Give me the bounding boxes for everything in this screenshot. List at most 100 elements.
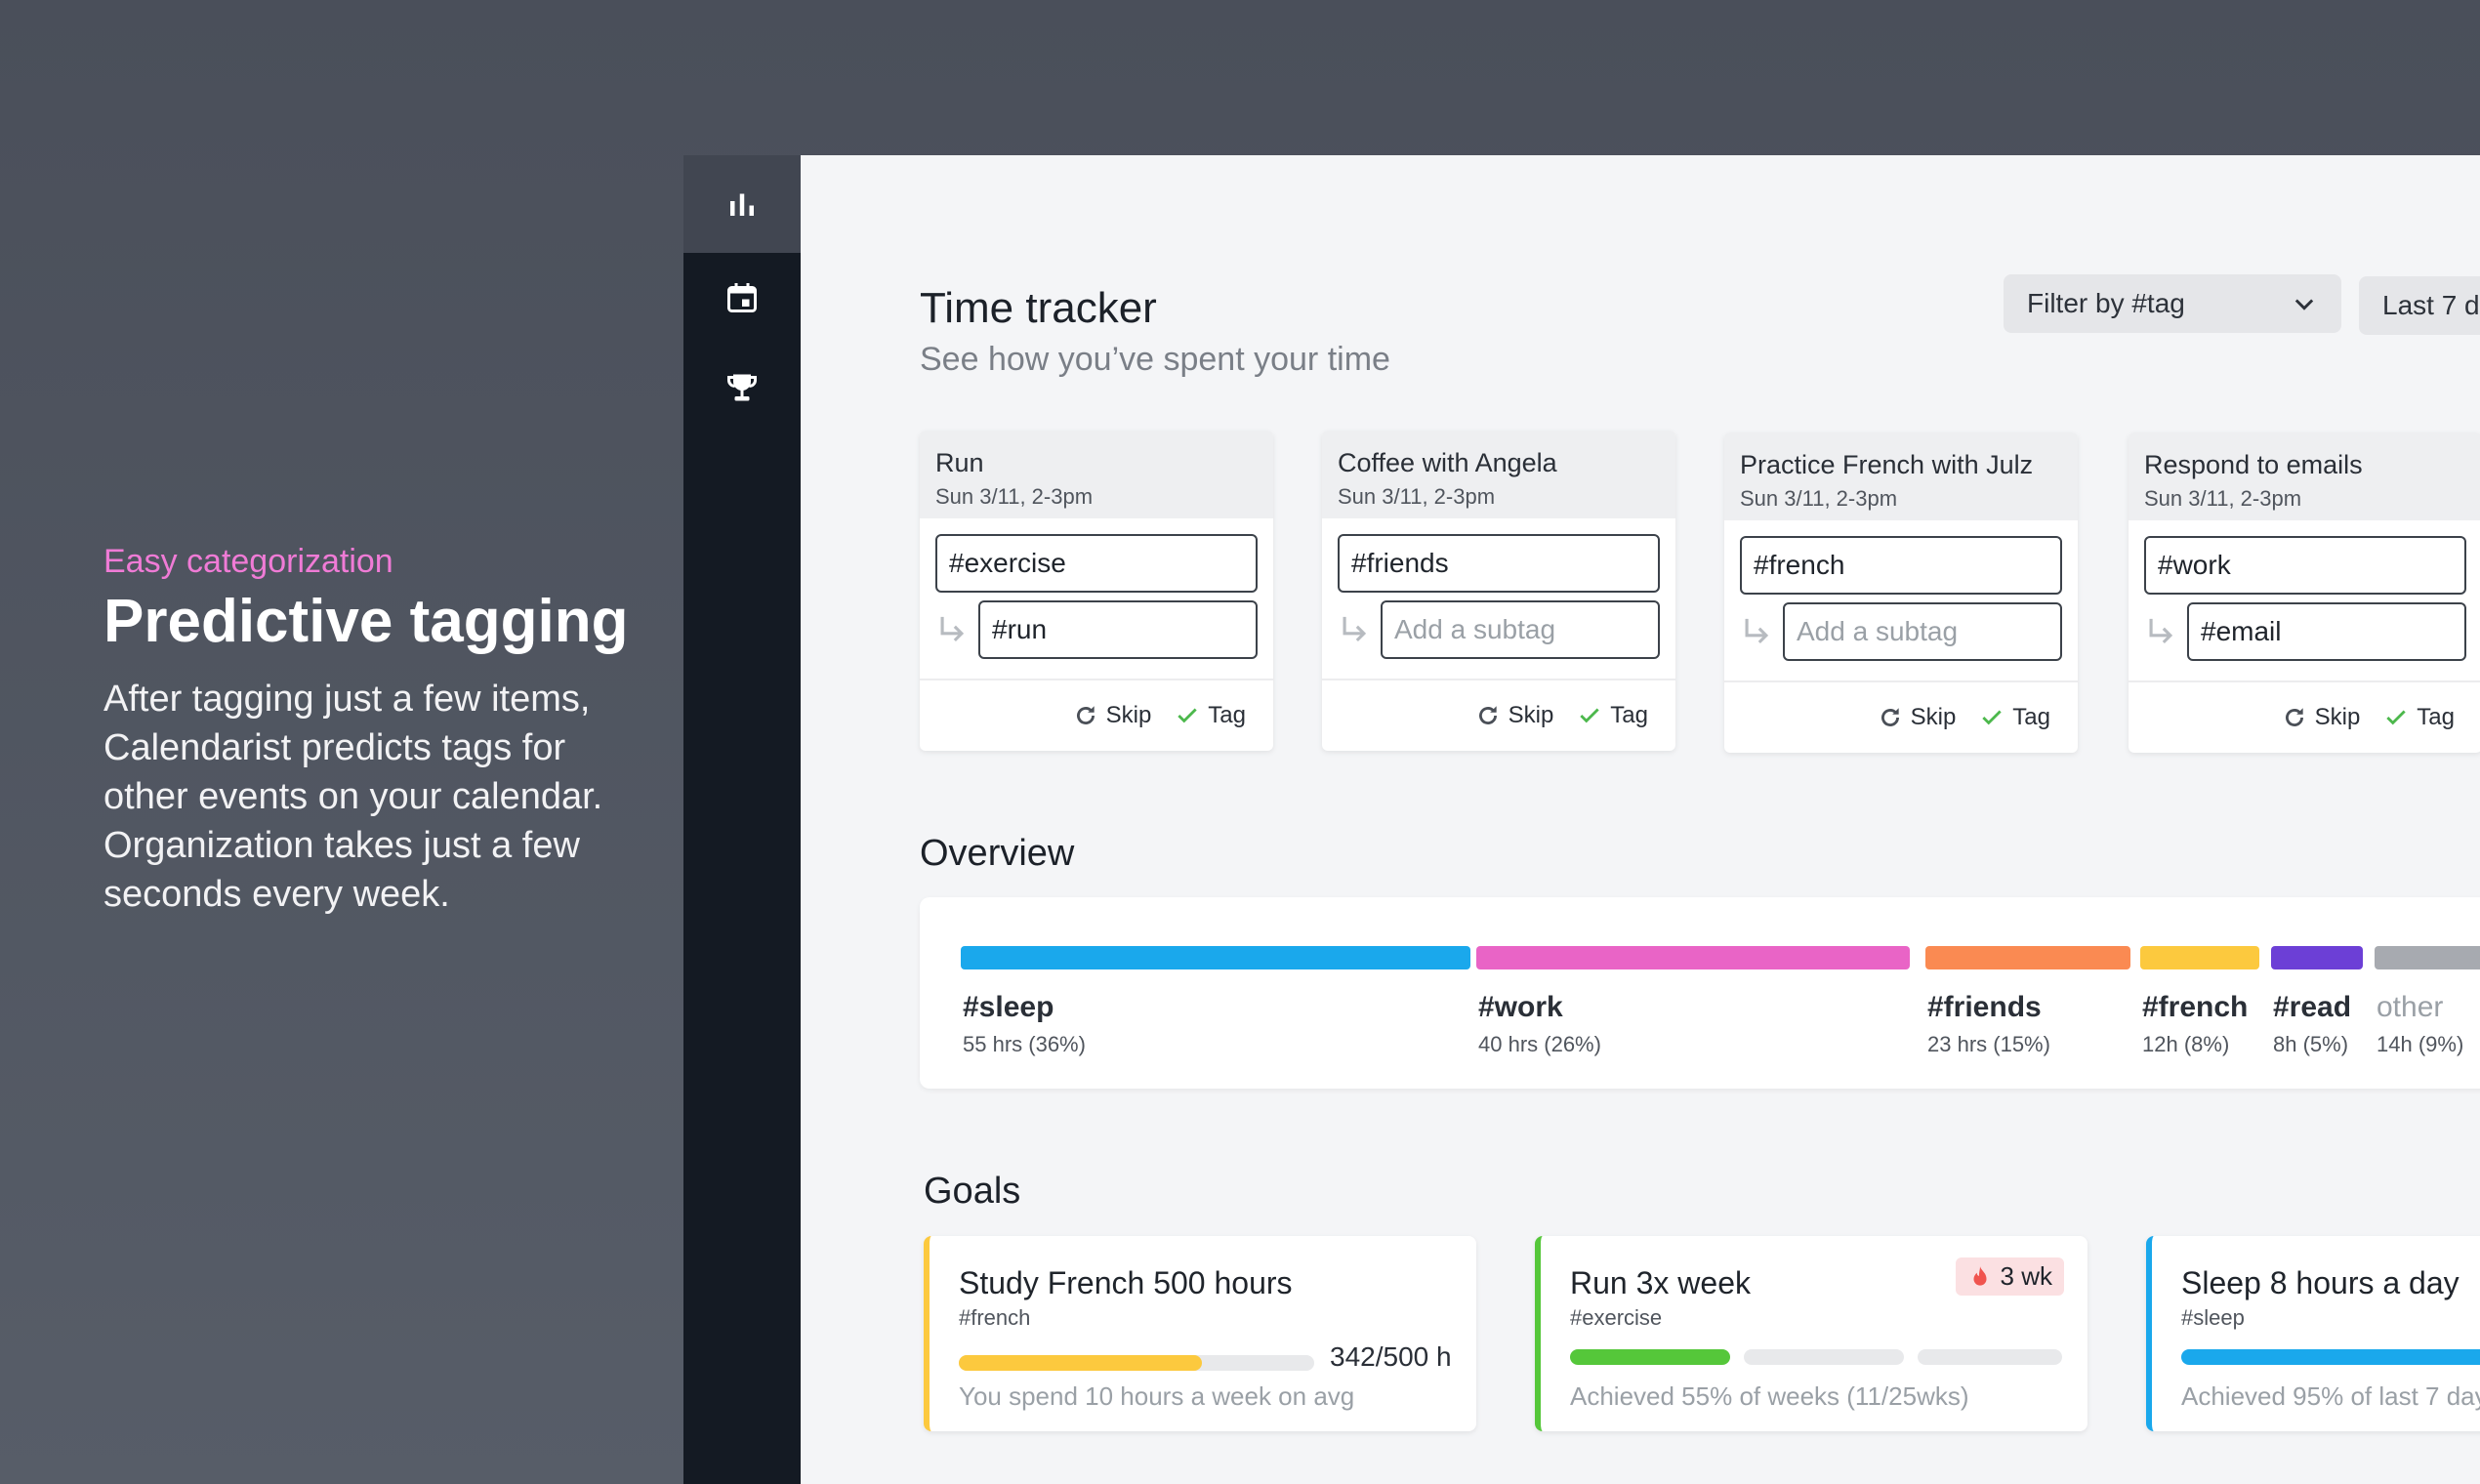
tag-input[interactable]: #friends	[1338, 534, 1660, 593]
subtag-arrow-icon	[940, 616, 965, 642]
event-date: Sun 3/11, 2-3pm	[1740, 486, 1898, 511]
tag-filter-label: Filter by #tag	[2027, 288, 2185, 318]
event-name: Practice French with Julz	[1740, 450, 2034, 479]
goal-footnote: Achieved 95% of last 7 days	[2181, 1381, 2480, 1411]
tag-card-header: Run Sun 3/11, 2-3pm	[920, 431, 1273, 518]
segment-value: 12h (8%)	[2142, 1032, 2230, 1056]
promo-body: After tagging just a few items, Calendar…	[103, 679, 603, 915]
segment-tag: #french	[2142, 991, 2249, 1023]
tag-card-header: Coffee with Angela Sun 3/11, 2-3pm	[1322, 431, 1675, 518]
goal-card[interactable]: Study French 500 hours #french 342/500 h…	[924, 1236, 1476, 1431]
refresh-icon	[1881, 708, 1899, 726]
skip-button[interactable]: Skip	[1475, 702, 1553, 729]
skip-label: Skip	[2314, 704, 2361, 730]
goal-footnote: You spend 10 hours a week on avg	[959, 1381, 1355, 1411]
subtag-input[interactable]: #email	[2187, 602, 2466, 661]
skip-button[interactable]: Skip	[1878, 704, 1957, 731]
page-subtitle: See how you’ve spent your time	[920, 341, 1390, 378]
app-window: Time tracker See how you’ve spent your t…	[683, 155, 2480, 1484]
tag-button[interactable]: Tag	[2383, 704, 2455, 731]
tag-button[interactable]: Tag	[1979, 704, 2050, 731]
subtag-input[interactable]: #run	[978, 600, 1258, 659]
nav-item-goals[interactable]	[683, 343, 801, 433]
tag-label: Tag	[2012, 704, 2050, 730]
promo-panel: Easy categorization Predictive tagging A…	[103, 543, 650, 919]
goal-progress-fill	[959, 1355, 1202, 1371]
overview-segment	[2140, 946, 2259, 969]
refresh-icon	[2285, 708, 2303, 726]
overview-segment	[1476, 946, 1910, 969]
skip-label: Skip	[1910, 704, 1957, 730]
week-bar	[1744, 1349, 1904, 1365]
tag-card: Coffee with Angela Sun 3/11, 2-3pm #frie…	[1322, 431, 1675, 751]
check-icon	[1982, 710, 2002, 725]
tag-label: Tag	[1610, 702, 1648, 728]
segment-value: 8h (5%)	[2273, 1032, 2349, 1056]
goal-title: Study French 500 hours	[959, 1265, 1293, 1300]
overview-segment-label: other 14h (9%)	[2377, 991, 2463, 1057]
tag-label: Tag	[1208, 702, 1246, 728]
goal-card[interactable]: Run 3x week #exercise 3 wk Achieved 55% …	[1535, 1236, 2087, 1431]
streak-label: 3 wk	[2000, 1261, 2052, 1291]
promo-title: Predictive tagging	[103, 588, 629, 655]
tag-card-actions: Skip Tag	[1322, 679, 1675, 751]
goals-heading: Goals	[924, 1171, 1021, 1212]
overview-segment-label: #friends 23 hrs (15%)	[1927, 991, 2050, 1057]
date-range-dropdown[interactable]: Last 7 da	[2359, 276, 2480, 335]
tag-card-actions: Skip Tag	[920, 679, 1273, 751]
goal-progress-fill	[2181, 1349, 2480, 1365]
tag-button[interactable]: Tag	[1175, 702, 1246, 729]
subtag-input[interactable]: Add a subtag	[1783, 602, 2062, 661]
tag-input[interactable]: #exercise	[935, 534, 1258, 593]
goal-title: Sleep 8 hours a day	[2181, 1265, 2459, 1300]
chevron-down-icon	[2294, 299, 2314, 310]
segment-tag: #sleep	[963, 991, 1054, 1023]
refresh-icon	[1076, 706, 1095, 724]
event-date: Sun 3/11, 2-3pm	[935, 484, 1094, 509]
segment-value: 55 hrs (36%)	[963, 1032, 1086, 1056]
tag-input[interactable]: #work	[2144, 536, 2466, 595]
goal-tag: #exercise	[1570, 1305, 1663, 1330]
nav-item-stats[interactable]	[683, 155, 801, 253]
goal-title: Run 3x week	[1570, 1265, 1751, 1300]
tag-card-header: Respond to emails Sun 3/11, 2-3pm	[2129, 433, 2480, 520]
overview-segment-label: #french 12h (8%)	[2142, 991, 2248, 1057]
check-icon	[2386, 710, 2406, 725]
tag-card: Run Sun 3/11, 2-3pm #exercise #run Skip …	[920, 431, 1273, 751]
event-name: Run	[935, 448, 984, 477]
skip-button[interactable]: Skip	[2282, 704, 2361, 731]
check-icon	[1580, 708, 1599, 723]
event-name: Respond to emails	[2144, 450, 2363, 479]
subtag-arrow-icon	[1343, 616, 1367, 642]
goal-card[interactable]: Sleep 8 hours a day #sleep Achieved 95% …	[2146, 1236, 2480, 1431]
segment-value: 40 hrs (26%)	[1478, 1032, 1601, 1056]
week-bar	[1570, 1349, 1730, 1365]
event-date: Sun 3/11, 2-3pm	[1338, 484, 1496, 509]
streak-badge: 3 wk	[1955, 1257, 2064, 1296]
overview-segment	[2375, 946, 2480, 969]
segment-value: 23 hrs (15%)	[1927, 1032, 2050, 1056]
check-icon	[1178, 708, 1197, 723]
tag-card: Respond to emails Sun 3/11, 2-3pm #work …	[2129, 433, 2480, 753]
overview-segment-label: #work 40 hrs (26%)	[1478, 991, 1601, 1057]
overview-segment	[961, 946, 1470, 969]
sidebar-nav	[683, 155, 801, 1484]
event-name: Coffee with Angela	[1338, 448, 1557, 477]
subtag-arrow-icon	[1745, 618, 1769, 644]
flame-icon	[1973, 1265, 1987, 1286]
segment-tag: #work	[1478, 991, 1563, 1023]
tag-filter-dropdown[interactable]: Filter by #tag	[2004, 274, 2341, 333]
overview-segment	[2271, 946, 2363, 969]
nav-item-calendar[interactable]	[683, 253, 801, 343]
segment-value: 14h (9%)	[2377, 1032, 2464, 1056]
bar-chart-icon	[730, 193, 754, 216]
date-range-label: Last 7 da	[2382, 290, 2480, 320]
tag-button[interactable]: Tag	[1577, 702, 1648, 729]
subtag-input[interactable]: Add a subtag	[1381, 600, 1660, 659]
page-title: Time tracker	[920, 284, 1157, 332]
subtag-arrow-icon	[2149, 618, 2173, 644]
tag-input[interactable]: #french	[1740, 536, 2062, 595]
overview-panel: #sleep 55 hrs (36%) #work 40 hrs (26%) #fr…	[920, 897, 2480, 1089]
skip-button[interactable]: Skip	[1073, 702, 1151, 729]
segment-tag: other	[2377, 991, 2444, 1023]
